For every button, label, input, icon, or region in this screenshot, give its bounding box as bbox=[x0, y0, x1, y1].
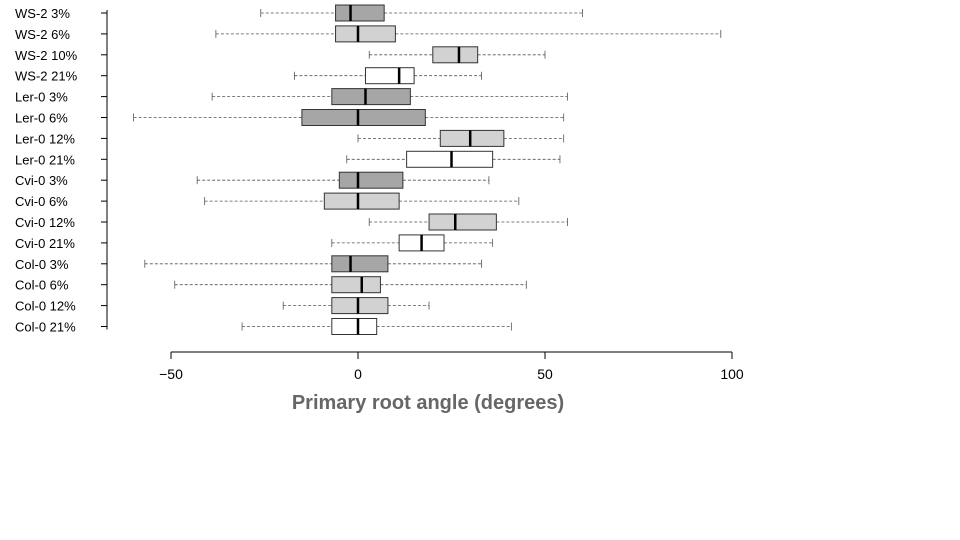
category-label: Ler-0 6% bbox=[15, 111, 68, 126]
iqr-box bbox=[432, 46, 479, 64]
iqr-box bbox=[335, 4, 385, 22]
category-label: Ler-0 12% bbox=[15, 131, 75, 146]
box-group bbox=[144, 255, 482, 273]
category-label: Ler-0 3% bbox=[15, 90, 68, 105]
category-label: Col-0 3% bbox=[15, 257, 69, 272]
box-group bbox=[174, 276, 527, 294]
iqr-box bbox=[331, 318, 378, 335]
x-tick-label: 50 bbox=[537, 366, 553, 382]
x-tick-label: 100 bbox=[720, 366, 744, 382]
box-group bbox=[346, 150, 561, 168]
iqr-box bbox=[439, 129, 505, 147]
iqr-box bbox=[331, 88, 411, 106]
box-group bbox=[215, 25, 722, 43]
category-label: Cvi-0 3% bbox=[15, 173, 68, 188]
category-label: Cvi-0 12% bbox=[15, 215, 75, 230]
box-group bbox=[368, 213, 568, 231]
y-axis: WS-2 3% WS-2 6% WS-2 10% WS-2 21% Ler-0 3% Le… bbox=[15, 6, 108, 335]
category-label: WS-2 6% bbox=[15, 27, 70, 42]
x-tick-label: −50 bbox=[159, 366, 183, 382]
category-label: Ler-0 21% bbox=[15, 152, 75, 167]
iqr-box bbox=[331, 297, 389, 315]
category-label: Col-0 21% bbox=[15, 320, 76, 335]
box-group bbox=[241, 318, 512, 335]
category-label: Cvi-0 6% bbox=[15, 194, 68, 209]
iqr-box bbox=[335, 25, 396, 43]
box-group bbox=[368, 46, 546, 64]
category-label: WS-2 21% bbox=[15, 69, 78, 84]
category-label: Col-0 6% bbox=[15, 278, 69, 293]
box-group bbox=[331, 234, 494, 252]
category-label: WS-2 3% bbox=[15, 6, 70, 21]
box-group bbox=[282, 297, 430, 315]
box-group bbox=[357, 129, 565, 147]
box-group bbox=[133, 109, 565, 126]
boxplot-series bbox=[133, 4, 722, 335]
x-axis-title: Primary root angle (degrees) bbox=[292, 392, 564, 414]
box-group bbox=[204, 192, 520, 210]
iqr-box bbox=[338, 171, 404, 189]
iqr-box bbox=[331, 276, 381, 294]
box-group bbox=[196, 171, 490, 189]
x-axis: −50 0 50 100 bbox=[159, 351, 744, 382]
iqr-box bbox=[428, 213, 497, 231]
box-group bbox=[211, 88, 568, 106]
iqr-box bbox=[364, 67, 415, 85]
iqr-box bbox=[331, 255, 389, 273]
iqr-box bbox=[301, 109, 426, 126]
category-label: Cvi-0 21% bbox=[15, 236, 75, 251]
category-label: Col-0 12% bbox=[15, 299, 76, 314]
category-label: WS-2 10% bbox=[15, 48, 78, 63]
box-group bbox=[260, 4, 583, 22]
x-tick-label: 0 bbox=[354, 366, 362, 382]
iqr-box bbox=[323, 192, 400, 210]
box-group bbox=[294, 67, 482, 85]
iqr-box bbox=[406, 150, 494, 168]
